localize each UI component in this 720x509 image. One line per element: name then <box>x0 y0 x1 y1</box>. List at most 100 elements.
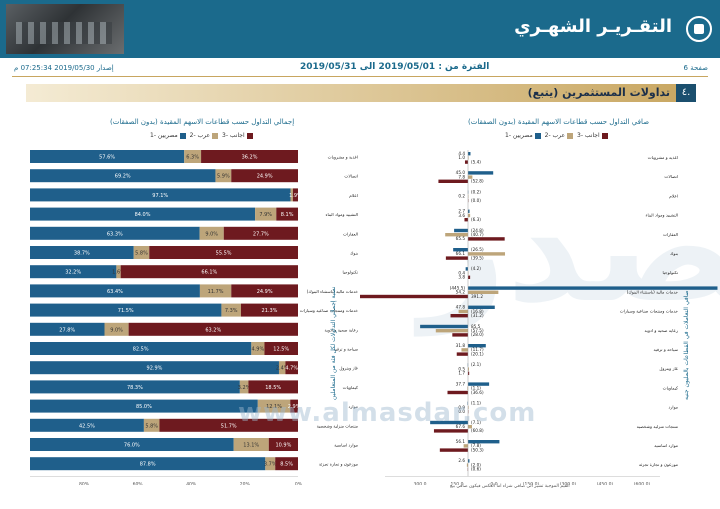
bar <box>468 213 471 218</box>
data-label: 57.6% <box>99 155 115 161</box>
category-label: بنوك <box>670 251 678 256</box>
category-label: تكنولوجيا <box>663 270 679 275</box>
category-label: اتصالات <box>344 174 358 179</box>
exchange-logo-icon <box>686 16 712 42</box>
legend-label-arab: عرب -2 <box>544 132 566 139</box>
bar <box>468 459 470 463</box>
bar-segment <box>159 418 298 432</box>
bar <box>468 175 473 179</box>
category-label: موارد <box>669 405 678 410</box>
data-label: 92.9% <box>147 366 163 372</box>
data-label: 1.7 <box>458 371 465 376</box>
data-label: 1.0 <box>458 155 465 160</box>
data-label: 0.5 <box>458 366 465 371</box>
bar <box>468 286 718 290</box>
bar-segment <box>257 399 291 413</box>
legend-swatch-egyptian <box>179 132 186 139</box>
data-label: 55.5% <box>216 251 232 257</box>
tick-label: 0.0 <box>490 481 497 485</box>
data-label: 69.2% <box>115 174 131 180</box>
bar <box>433 429 468 433</box>
bar <box>439 448 468 452</box>
watermark-text: www.almasdar.com <box>238 398 537 428</box>
bar-segment <box>120 265 298 279</box>
bar <box>468 344 486 348</box>
data-label: 82.5% <box>133 347 149 353</box>
data-label: 3.7% <box>264 462 277 468</box>
bar-segment <box>30 418 144 432</box>
data-label: 3.8 <box>458 275 465 280</box>
report-title: التقـريـر الشهـري <box>514 16 672 37</box>
bar-segment <box>240 303 298 317</box>
category-label: رعاية صحية و ادوية <box>325 327 358 332</box>
data-label: 0.2 <box>458 194 465 199</box>
category-label: بنوك <box>350 251 358 256</box>
tick-label: 300.0 <box>414 481 427 485</box>
bar-segment <box>184 150 202 163</box>
data-label: 63.3% <box>107 231 123 237</box>
bar-segment <box>149 246 298 259</box>
bar-segment <box>30 342 252 355</box>
data-label: (52.8) <box>471 179 484 184</box>
bar-segment <box>30 303 222 317</box>
bar-segment <box>30 399 258 413</box>
bar-segment <box>290 399 298 413</box>
category-label: العقارات <box>663 232 678 237</box>
legend-swatch-foreign <box>246 132 253 139</box>
tick-label: (300.0) <box>560 481 577 485</box>
bar-segment <box>30 265 117 279</box>
bar <box>435 329 468 333</box>
data-label: (28.0) <box>471 332 484 337</box>
data-label: 0.4 <box>458 270 465 275</box>
bar <box>468 405 469 410</box>
bar <box>468 252 506 256</box>
bar <box>430 420 468 425</box>
bar-segment <box>268 438 298 451</box>
tick-label: (150.0) <box>523 481 540 485</box>
bar-segment <box>278 361 286 375</box>
header-banner: التقـريـر الشهـري <box>0 0 720 58</box>
bar-segment <box>290 188 293 202</box>
data-label: 65.5 <box>456 236 466 241</box>
bar <box>456 352 468 356</box>
bar <box>360 294 468 299</box>
right-chart-footnote: القيم الموجبة تشير الى صافي شراء اما الع… <box>450 484 570 489</box>
data-label: 51.7% <box>221 423 237 429</box>
data-label: 3.2% <box>238 385 251 391</box>
data-label: 84.0% <box>135 212 151 218</box>
bar-segment <box>133 246 150 259</box>
divider <box>12 76 708 77</box>
category-label: اتصالات <box>664 174 678 179</box>
bar <box>461 348 468 352</box>
data-label: 4.4 <box>458 151 465 156</box>
section-header: ٤. تداولات المستثمرين (يتبع) <box>26 84 696 102</box>
bar <box>447 390 468 395</box>
data-label: 2.6 <box>458 458 465 463</box>
data-label: 32.2% <box>65 270 81 276</box>
data-label: 4.9% <box>252 347 265 353</box>
bar <box>468 209 470 213</box>
page-number: صفحة 6 <box>683 64 708 72</box>
category-label: منتجات منزلية وشخصية <box>637 424 678 429</box>
data-label: 0.0 <box>458 409 465 414</box>
data-label: (16.8) <box>471 309 484 314</box>
bar <box>453 248 468 252</box>
data-label: (5.4) <box>471 159 481 164</box>
legend-label-foreign: اجانب -3 <box>576 132 600 139</box>
bar <box>463 444 468 448</box>
data-label: (1.1) <box>471 401 481 406</box>
bar-segment <box>231 284 298 298</box>
data-label: 8.5% <box>280 462 293 468</box>
data-label: 9.0% <box>110 327 123 333</box>
data-label: 7.3% <box>225 308 238 314</box>
bar-segment <box>199 284 232 298</box>
bar <box>420 324 468 329</box>
right-net-bar-chart: 4.41.0 (5.4) اغذية و مشروبات 45.07.8 (52.8) ا… <box>360 150 718 485</box>
data-label: 13.1% <box>243 443 259 449</box>
data-label: (0.0) <box>471 198 481 203</box>
tick-label: (600.0) <box>634 481 651 485</box>
bar-segment <box>276 207 298 221</box>
data-label: 27.8% <box>59 327 75 333</box>
bar <box>468 156 469 160</box>
category-label: تكنولوجيا <box>343 270 359 275</box>
